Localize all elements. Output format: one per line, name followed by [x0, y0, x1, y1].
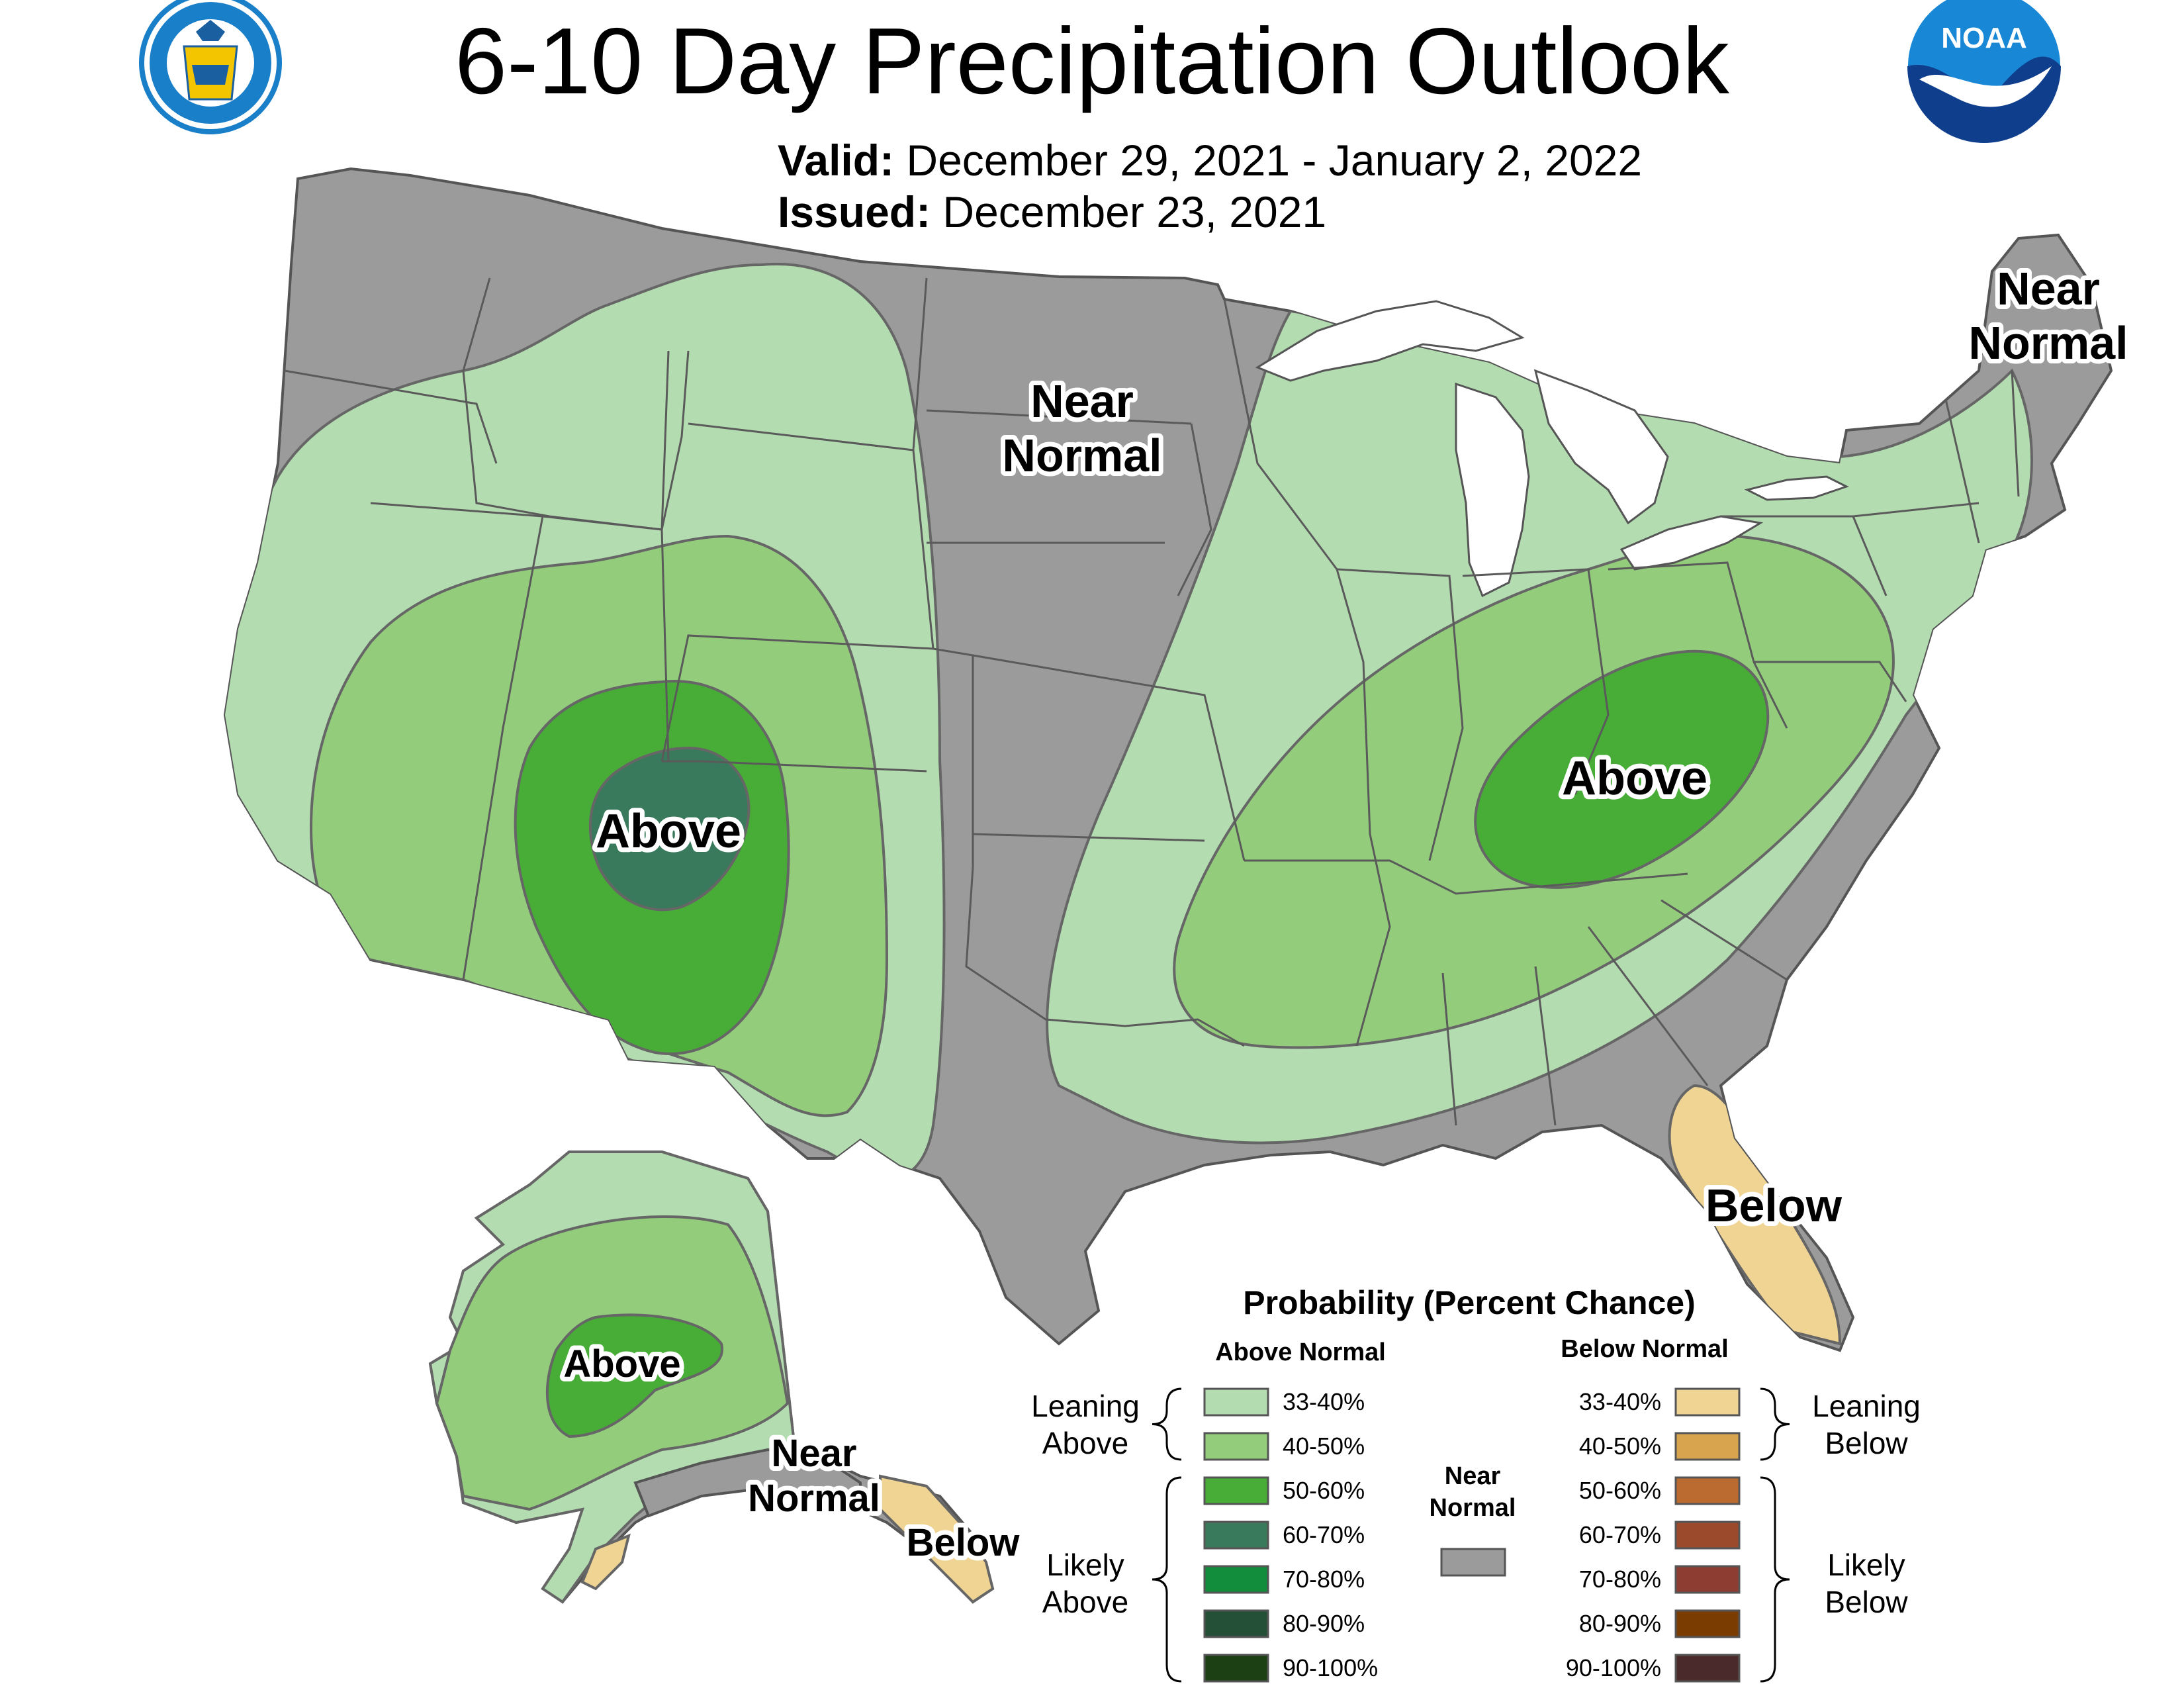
- valid-value: December 29, 2021 - January 2, 2022: [906, 136, 1643, 185]
- legend-near-normal-swatch: [1440, 1548, 1506, 1577]
- noaa-logo: NOAA: [1904, 0, 2064, 146]
- legend-leaning-above-line1: Leaning: [1031, 1389, 1140, 1423]
- legend-above-header: Above Normal: [1215, 1338, 1386, 1366]
- noaa-logo-text: NOAA: [1941, 22, 2027, 54]
- alaska: [428, 1150, 995, 1604]
- legend-above-swatch: [1203, 1521, 1269, 1550]
- legend-below-swatch: [1674, 1476, 1741, 1505]
- page-title: 6-10 Day Precipitation Outlook: [455, 9, 1729, 114]
- legend-below-swatch: [1674, 1609, 1741, 1638]
- legend-below-header: Below Normal: [1561, 1335, 1728, 1363]
- legend-above-swatch: [1203, 1654, 1269, 1683]
- legend-below-range: 70-80%: [1579, 1566, 1661, 1593]
- legend-above-range: 60-70%: [1283, 1521, 1365, 1548]
- above-west-label: Above: [596, 805, 741, 858]
- below-alaska-label: Below: [907, 1521, 1021, 1564]
- legend-likely-below-line2: Below: [1825, 1585, 1908, 1619]
- issued-value: December 23, 2021: [942, 187, 1327, 236]
- near-normal-north-label: Near Normal: [1002, 375, 1161, 481]
- legend-below-range: 40-50%: [1579, 1432, 1661, 1460]
- legend-below-swatch: [1674, 1654, 1741, 1683]
- legend-leaning-below-line2: Below: [1825, 1426, 1908, 1460]
- legend-above-range: 33-40%: [1283, 1388, 1365, 1415]
- valid-date-line: Valid: December 29, 2021 - January 2, 20…: [778, 135, 1642, 185]
- map-region-labels: Near Normal Near Normal Above Above Below …: [559, 258, 2132, 1569]
- contiguous-us: [223, 167, 2113, 1352]
- legend-above-range: 90-100%: [1283, 1654, 1378, 1681]
- state-borders: [284, 277, 2020, 1126]
- below-florida-label: Below: [1706, 1180, 1843, 1231]
- alaska-panhandle-near-normal-fill: [633, 1448, 862, 1518]
- near-normal-maine-label: Near Normal: [1968, 263, 2128, 369]
- legend-near-normal-label-line1: Near: [1445, 1462, 1501, 1490]
- legend-below-swatch: [1674, 1521, 1741, 1550]
- legend-brace-likely-above: [1152, 1476, 1182, 1683]
- legend-above-range: 70-80%: [1283, 1566, 1365, 1593]
- legend-leaning-below-line1: Leaning: [1812, 1389, 1921, 1423]
- legend-brace-likely-below: [1760, 1476, 1790, 1683]
- alaska-southwest-below-fill: [580, 1533, 631, 1591]
- west-above-60-70-fill: [588, 746, 751, 912]
- legend-above-swatch: [1203, 1387, 1269, 1417]
- legend-above-range: 50-60%: [1283, 1477, 1365, 1504]
- near-normal-alaska-label: Near Normal: [748, 1432, 880, 1520]
- legend-below-range: 60-70%: [1579, 1521, 1661, 1548]
- legend-below-range: 90-100%: [1566, 1654, 1661, 1681]
- legend-likely-below-line1: Likely: [1827, 1548, 1905, 1582]
- great-lakes: [1255, 300, 1849, 598]
- lake-michigan: [1455, 382, 1530, 598]
- lake-superior: [1255, 300, 1525, 382]
- legend-brace-leaning-below: [1760, 1387, 1790, 1461]
- legend: Probability (Percent Chance) Above Normal…: [1031, 1284, 1921, 1683]
- legend-above-swatch: [1203, 1432, 1269, 1461]
- legend-title: Probability (Percent Chance): [1243, 1284, 1696, 1321]
- legend-above-swatch: [1203, 1476, 1269, 1505]
- issued-date-line: Issued: December 23, 2021: [778, 187, 1326, 237]
- above-east-label: Above: [1562, 752, 1707, 805]
- lake-ontario: [1744, 475, 1849, 501]
- alaska-above-50-60-fill: [545, 1313, 724, 1438]
- legend-below-range: 33-40%: [1579, 1388, 1661, 1415]
- legend-below-range: 80-90%: [1579, 1610, 1661, 1637]
- legend-above-swatch: [1203, 1609, 1269, 1638]
- legend-below-swatch: [1674, 1565, 1741, 1594]
- east-above-50-60-fill: [1474, 649, 1770, 889]
- alaska-panhandle-below-fill: [879, 1474, 995, 1604]
- legend-above-range: 40-50%: [1283, 1432, 1365, 1460]
- commerce-seal: [139, 0, 282, 134]
- legend-below-swatch: [1674, 1387, 1741, 1417]
- valid-label: Valid:: [778, 136, 895, 185]
- issued-label: Issued:: [778, 187, 931, 236]
- legend-below-swatch: [1674, 1432, 1741, 1461]
- legend-leaning-above-line2: Above: [1042, 1426, 1128, 1460]
- legend-below-range: 50-60%: [1579, 1477, 1661, 1504]
- legend-above-range: 80-90%: [1283, 1610, 1365, 1637]
- legend-likely-above-line1: Likely: [1046, 1548, 1124, 1582]
- lake-huron: [1533, 369, 1669, 525]
- above-alaska-label: Above: [563, 1342, 680, 1385]
- legend-brace-leaning-above: [1152, 1387, 1182, 1461]
- legend-near-normal-label-line2: Normal: [1430, 1494, 1516, 1522]
- legend-above-swatch: [1203, 1565, 1269, 1594]
- legend-likely-above-line2: Above: [1042, 1585, 1128, 1619]
